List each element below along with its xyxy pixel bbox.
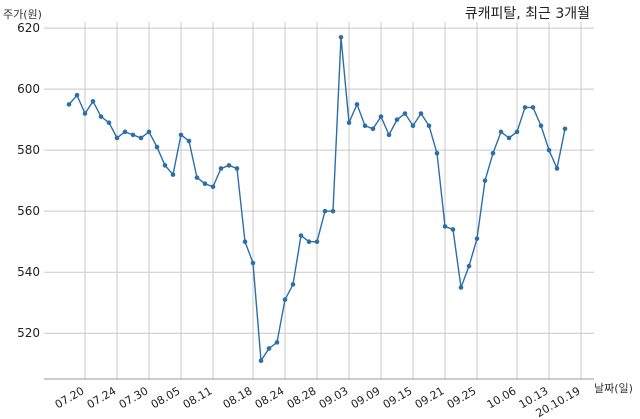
data-point [170,172,176,177]
data-point [194,175,200,180]
data-point [458,285,464,290]
data-point [290,282,296,287]
data-point [330,208,336,214]
x-tick-label: 07.20 [53,384,87,411]
x-tick-label: 08.18 [221,384,255,411]
data-point [258,358,264,363]
data-point [274,340,280,345]
y-tick-label: 560 [17,204,40,218]
x-tick-label: 08.11 [181,384,215,411]
data-point [386,132,392,138]
data-point [266,346,272,351]
x-tick-label: 09.25 [445,384,479,411]
data-point [338,34,344,40]
price-series [66,34,568,363]
data-point [226,163,232,168]
data-point [442,224,448,229]
data-point [434,150,440,156]
data-point [210,184,216,190]
data-point [546,147,552,153]
data-point [426,123,432,129]
data-point [114,135,120,141]
data-point [530,105,536,110]
data-point [186,138,192,144]
data-point [322,208,328,214]
data-point [354,102,360,107]
x-tick-label: 08.05 [149,384,183,411]
x-tick-label: 07.30 [117,384,151,411]
x-tick-label: 10.06 [485,384,519,411]
data-point [506,135,512,141]
data-point [106,120,112,125]
y-tick-label: 520 [17,326,40,340]
x-tick-label: 08.28 [285,384,319,411]
data-point [250,260,256,266]
data-point [90,99,96,104]
data-point [66,102,72,107]
chart-title: 큐캐피탈, 최근 3개월 [465,6,590,22]
data-point [178,132,184,138]
data-point [410,123,416,129]
y-tick-label: 540 [17,265,40,279]
grid [44,22,594,379]
data-point [298,233,304,238]
data-point [138,135,144,141]
data-point [370,126,376,132]
data-point [314,239,320,244]
data-point [130,132,136,138]
y-tick-label: 600 [17,82,40,96]
y-axis-label: 주가(원) [3,8,42,21]
data-point [122,129,128,135]
data-point [162,163,168,168]
data-point [98,114,104,119]
data-point [522,105,528,110]
data-point [402,111,408,116]
data-point [218,166,224,171]
x-tick-label: 09.21 [413,384,447,411]
data-point [554,166,560,171]
data-point [538,123,544,129]
data-point [234,166,240,171]
data-point [450,227,456,232]
y-tick-label: 620 [17,21,40,35]
data-point [306,239,312,244]
data-point [242,239,248,244]
x-tick-label: 08.24 [253,384,287,411]
data-point [74,92,80,98]
data-point [514,129,520,135]
y-tick-labels: 520 540 560 580 600 620 [17,21,40,340]
x-axis-label: 날짜(일) [594,381,633,395]
data-point [394,117,400,122]
data-point [282,297,288,302]
data-point [146,129,152,135]
data-point [346,120,352,125]
x-tick-label: 09.15 [381,384,415,411]
x-tick-label: 09.03 [317,384,351,411]
x-tick-label: 09.09 [349,384,383,411]
data-point [466,263,472,269]
y-tick-label: 580 [17,143,40,157]
data-point [474,236,480,241]
x-tick-label: 07.24 [85,384,119,411]
data-point [202,181,208,187]
data-point [490,150,496,156]
data-point [154,144,160,150]
data-point [378,114,384,119]
data-point [498,129,504,135]
data-point [362,123,368,129]
data-point [482,178,488,183]
data-point [562,126,568,132]
data-point [418,111,424,116]
data-point [82,111,88,116]
